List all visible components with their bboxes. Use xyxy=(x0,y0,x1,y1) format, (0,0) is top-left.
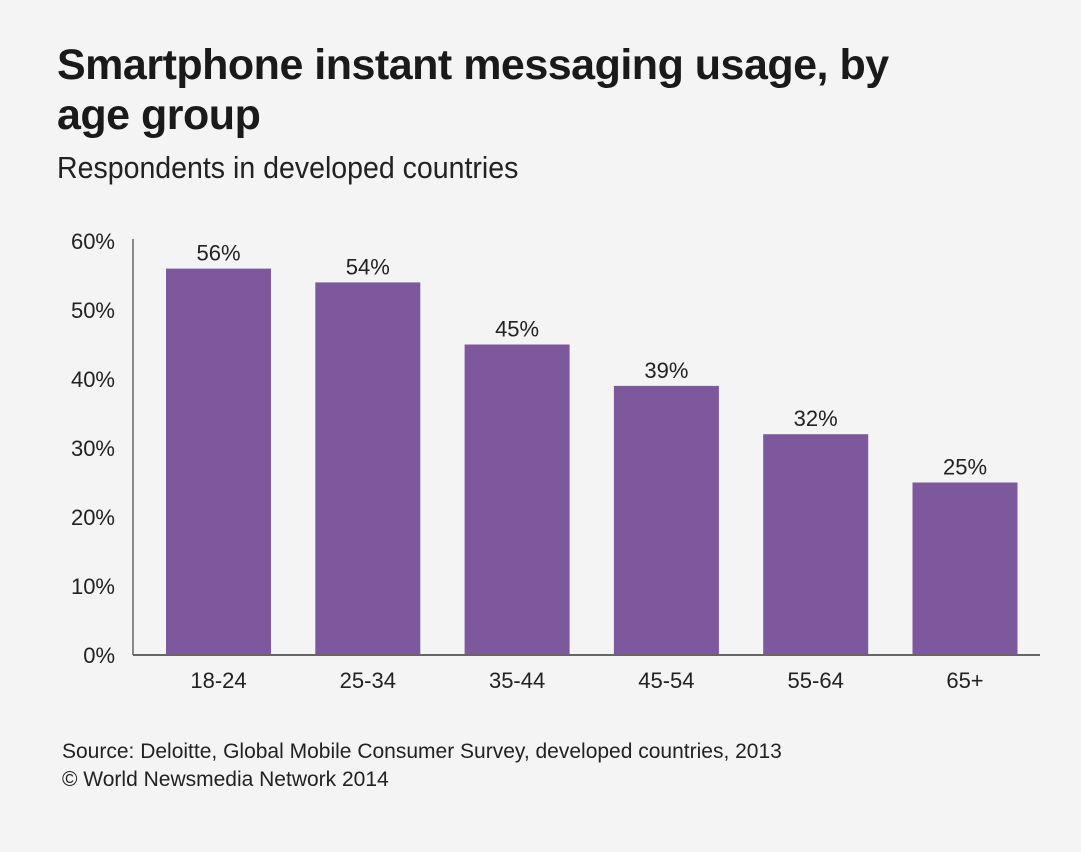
bar xyxy=(763,434,869,655)
x-tick-label: 18-24 xyxy=(190,668,246,693)
y-tick-label: 0% xyxy=(83,643,115,668)
bar xyxy=(912,482,1018,655)
y-tick-label: 20% xyxy=(71,505,115,530)
data-label: 56% xyxy=(196,241,240,266)
x-tick-label: 65+ xyxy=(946,668,983,693)
x-tick-label: 55-64 xyxy=(788,668,844,693)
data-label: 39% xyxy=(644,358,688,383)
y-tick-label: 40% xyxy=(71,367,115,392)
y-tick-label: 50% xyxy=(71,298,115,323)
x-tick-label: 45-54 xyxy=(638,668,694,693)
x-tick-label: 25-34 xyxy=(340,668,396,693)
chart-footer: Source: Deloitte, Global Mobile Consumer… xyxy=(62,738,782,794)
chart-title: Smartphone instant messaging usage, by a… xyxy=(57,41,889,139)
data-label: 25% xyxy=(943,455,987,480)
data-label: 32% xyxy=(794,406,838,431)
bar xyxy=(613,385,719,655)
y-tick-label: 10% xyxy=(71,574,115,599)
bar xyxy=(315,282,421,655)
bar xyxy=(464,344,570,655)
chart-subtitle: Respondents in developed countries xyxy=(57,150,519,185)
y-tick-label: 30% xyxy=(71,436,115,461)
y-tick-label: 60% xyxy=(71,229,115,254)
source-note: Source: Deloitte, Global Mobile Consumer… xyxy=(62,740,782,763)
bar xyxy=(166,268,271,655)
x-tick-label: 35-44 xyxy=(489,668,545,693)
data-label: 54% xyxy=(346,254,390,279)
data-label: 45% xyxy=(495,317,539,342)
copyright-note: © World Newsmedia Network 2014 xyxy=(62,768,389,791)
